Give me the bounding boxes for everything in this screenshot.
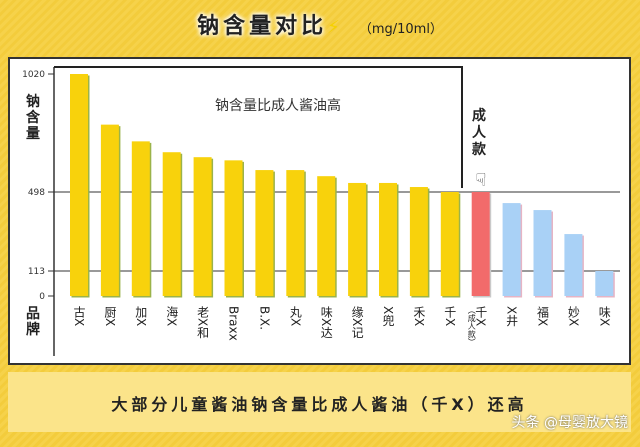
y-tick-label: 498 — [28, 188, 45, 198]
bar-味X — [595, 271, 614, 296]
bar-禾X — [409, 187, 428, 296]
adult-label: 人 — [472, 124, 487, 141]
x-tick-label: B.X. — [257, 306, 271, 330]
adult-label: 成 — [472, 107, 486, 124]
x-tick-label: 加X — [134, 306, 148, 327]
bar-加X — [131, 141, 150, 296]
x-tick-label: 海X — [165, 305, 179, 327]
chart-title-area: 钠含量对比⚡ （mg/10ml） — [0, 8, 640, 40]
bar-福X — [533, 210, 552, 296]
x-tick-label: X兜 — [381, 306, 395, 327]
bar-X井 — [502, 203, 521, 296]
bar-老X和 — [193, 157, 212, 296]
footer-banner: 大部分儿童酱油钠含量比成人酱油（千X）还高 — [8, 372, 631, 432]
y-axis-label: 量 — [26, 126, 40, 142]
x-tick-label: X井 — [505, 306, 519, 327]
x-tick-label: 千X — [474, 306, 488, 327]
y-tick-label: 0 — [39, 292, 45, 302]
pointing-hand-icon: ☟ — [476, 170, 487, 191]
x-tick-label: 味X — [597, 306, 611, 327]
chart-title: 钠含量对比 — [197, 14, 328, 39]
bar-Braxx — [224, 160, 243, 296]
x-tick-sublabel: （成人款） — [467, 306, 476, 346]
x-tick-label: 丸X — [288, 306, 302, 327]
x-tick-label: 福X — [536, 305, 550, 327]
adult-label: 款 — [472, 141, 487, 158]
x-tick-label: 缘X记 — [350, 306, 364, 339]
annotation-text: 钠含量比成人酱油高 — [215, 97, 341, 114]
y-tick-label: 113 — [28, 267, 45, 277]
x-tick-label: Braxx — [227, 306, 241, 341]
bar-丸X — [286, 170, 305, 296]
bar-味X达 — [317, 176, 336, 296]
x-tick-label: 厨X — [103, 306, 117, 327]
bar-B.X. — [255, 170, 274, 296]
bar-千X（成人款） — [471, 192, 490, 296]
x-axis-label: 牌 — [26, 321, 40, 338]
y-axis-label: 钠 — [26, 93, 40, 110]
bar-妙X — [564, 234, 583, 296]
x-tick-label: 千X — [443, 306, 457, 327]
x-tick-label: 禾X — [412, 306, 426, 327]
x-tick-label: 味X达 — [319, 306, 333, 339]
x-axis-label: 品 — [26, 306, 40, 322]
y-axis-label: 含 — [26, 109, 41, 126]
bar-缘X记 — [348, 182, 367, 296]
bar-X兜 — [379, 182, 397, 296]
annotation-bracket — [54, 66, 463, 188]
x-tick-label: 古X — [72, 305, 86, 327]
bar-千X — [440, 192, 459, 296]
bar-古X — [70, 74, 88, 296]
unit-label: （mg/10ml） — [358, 22, 443, 37]
x-tick-label: 妙X — [566, 306, 580, 327]
watermark: 头条 @母婴放大镜 — [511, 415, 628, 431]
lightning-icon: ⚡ — [327, 17, 340, 38]
footer-text: 大部分儿童酱油钠含量比成人酱油（千X）还高 — [111, 395, 528, 414]
y-tick-label: 1020 — [22, 70, 45, 80]
bar-海X — [162, 152, 181, 296]
bar-厨X — [100, 124, 119, 296]
x-tick-label: 老X和 — [196, 306, 210, 339]
